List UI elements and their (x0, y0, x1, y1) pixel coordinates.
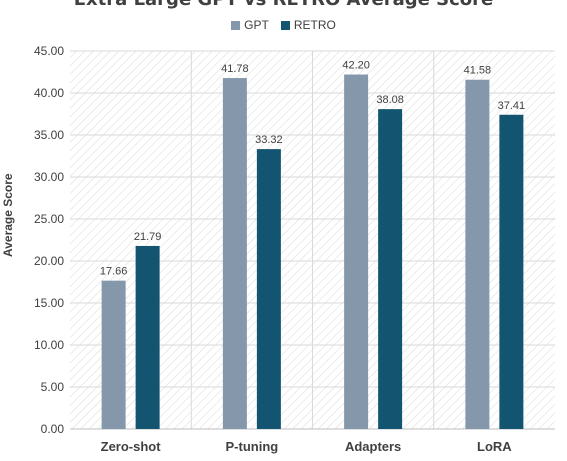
y-tick-label: 20.00 (34, 254, 64, 268)
data-label: 41.78 (221, 63, 249, 75)
legend-swatch-gpt (231, 20, 241, 30)
x-tick-label: Zero-shot (101, 439, 162, 454)
data-label: 42.20 (342, 60, 370, 72)
y-tick-label: 45.00 (34, 44, 64, 58)
bar-gpt-lora (465, 79, 490, 429)
data-label: 17.66 (100, 266, 128, 278)
x-tick-label: LoRA (477, 439, 512, 454)
x-tick-label: P-tuning (226, 439, 279, 454)
data-label: 33.32 (255, 134, 283, 146)
data-label: 41.58 (464, 65, 492, 77)
bar-retro-adapters (378, 109, 403, 430)
y-tick-label: 15.00 (34, 296, 64, 310)
bar-retro-lora (499, 114, 524, 430)
bar-gpt-zero-shot (101, 280, 126, 429)
bar-retro-p-tuning (256, 149, 281, 429)
legend-swatch-retro (280, 20, 290, 30)
legend-label-retro: RETRO (293, 18, 336, 32)
bar-gpt-p-tuning (222, 78, 247, 429)
y-tick-label: 30.00 (34, 170, 64, 184)
chart-title: Extra Large GPT vs RETRO Average Score (0, 0, 567, 10)
y-tick-label: 25.00 (34, 212, 64, 226)
legend: GPT RETRO (0, 18, 567, 32)
x-tick-label: Adapters (345, 439, 401, 454)
y-tick-label: 40.00 (34, 86, 64, 100)
y-tick-label: 0.00 (41, 422, 65, 436)
y-tick-label: 10.00 (34, 338, 64, 352)
bar-gpt-adapters (344, 74, 369, 430)
legend-label-gpt: GPT (244, 18, 269, 32)
data-label: 37.41 (498, 100, 526, 112)
bar-retro-zero-shot (135, 245, 160, 429)
data-label: 21.79 (134, 231, 162, 243)
data-label: 38.08 (376, 94, 404, 106)
legend-item-retro: RETRO (280, 18, 336, 32)
y-tick-label: 5.00 (41, 380, 65, 394)
legend-item-gpt: GPT (231, 18, 269, 32)
y-tick-label: 35.00 (34, 128, 64, 142)
